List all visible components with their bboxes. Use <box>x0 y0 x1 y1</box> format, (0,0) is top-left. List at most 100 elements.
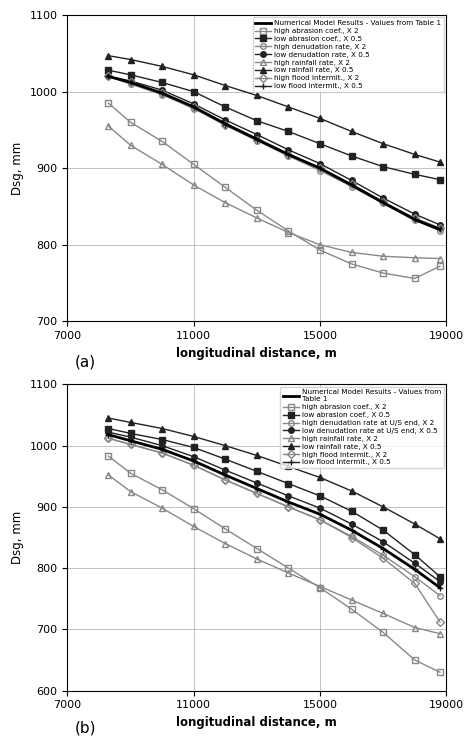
high denudation rate, X 2 <box>437 226 443 235</box>
high flood intermit., X 2 <box>254 135 260 144</box>
high denudation rate, X 2 <box>317 166 323 175</box>
low rainfall rate, X 0.5 <box>380 502 386 511</box>
low denudation rate, X 0.5 <box>349 176 354 185</box>
Numerical Model Results - Values from Table 1 <box>285 150 291 159</box>
low abrasion coef., X 0.5 <box>128 429 133 438</box>
Numerical Model Results - Values from Table 1 <box>128 78 133 87</box>
low flood intermit., X 0.5 <box>437 225 443 234</box>
low denudation rate at U/S end, X 0.5 <box>254 479 260 488</box>
high denudation rate at U/S end, X 2 <box>437 591 443 600</box>
high rainfall rate, X 2 <box>191 181 197 189</box>
high flood intermit., X 2 <box>437 223 443 232</box>
high flood intermit., X 2 <box>159 448 165 457</box>
low abrasion coef., X 0.5 <box>191 443 197 452</box>
high flood intermit., X 2 <box>317 164 323 172</box>
Line: Numerical Model Results - Values from
Table 1: Numerical Model Results - Values from Ta… <box>108 434 440 588</box>
high flood intermit., X 2 <box>222 120 228 129</box>
Line: low rainfall rate, X 0.5: low rainfall rate, X 0.5 <box>105 53 443 165</box>
low rainfall rate, X 0.5 <box>317 473 323 482</box>
high rainfall rate, X 2 <box>128 487 133 496</box>
low denudation rate at U/S end, X 0.5 <box>349 519 354 528</box>
low denudation rate at U/S end, X 0.5 <box>380 537 386 546</box>
low denudation rate at U/S end, X 0.5 <box>105 428 111 437</box>
X-axis label: longitudinal distance, m: longitudinal distance, m <box>177 716 337 729</box>
high rainfall rate, X 2 <box>222 539 228 548</box>
low flood intermit., X 0.5 <box>317 164 323 172</box>
high abrasion coef., X 2 <box>191 160 197 169</box>
high denudation rate, X 2 <box>222 121 228 130</box>
Line: high denudation rate at U/S end, X 2: high denudation rate at U/S end, X 2 <box>105 436 443 599</box>
Numerical Model Results - Values from Table 1 <box>412 215 418 224</box>
Numerical Model Results - Values from
Table 1 <box>317 510 323 519</box>
low denudation rate at U/S end, X 0.5 <box>222 465 228 474</box>
Numerical Model Results - Values from Table 1 <box>317 164 323 172</box>
low rainfall rate, X 0.5 <box>128 55 133 64</box>
low rainfall rate, X 0.5 <box>412 519 418 528</box>
high rainfall rate, X 2 <box>317 240 323 249</box>
high rainfall rate, X 2 <box>437 254 443 263</box>
high flood intermit., X 2 <box>159 89 165 98</box>
low flood intermit., X 0.5 <box>412 215 418 224</box>
high denudation rate at U/S end, X 2 <box>159 448 165 457</box>
high rainfall rate, X 2 <box>254 554 260 563</box>
high flood intermit., X 2 <box>222 476 228 485</box>
high rainfall rate, X 2 <box>254 214 260 223</box>
high rainfall rate, X 2 <box>412 253 418 262</box>
high abrasion coef., X 2 <box>159 137 165 146</box>
high denudation rate at U/S end, X 2 <box>349 532 354 541</box>
low abrasion coef., X 0.5 <box>254 467 260 476</box>
low flood intermit., X 0.5 <box>437 583 443 592</box>
high flood intermit., X 2 <box>191 461 197 470</box>
low denudation rate, X 0.5 <box>105 72 111 81</box>
Numerical Model Results - Values from
Table 1 <box>222 471 228 480</box>
low abrasion coef., X 0.5 <box>254 116 260 125</box>
high rainfall rate, X 2 <box>191 522 197 531</box>
high denudation rate, X 2 <box>159 90 165 99</box>
Line: low flood intermit., X 0.5: low flood intermit., X 0.5 <box>105 431 444 591</box>
low rainfall rate, X 0.5 <box>222 441 228 450</box>
Numerical Model Results - Values from
Table 1 <box>191 457 197 465</box>
high abrasion coef., X 2 <box>105 451 111 460</box>
low flood intermit., X 0.5 <box>222 471 228 480</box>
low rainfall rate, X 0.5 <box>412 150 418 159</box>
high flood intermit., X 2 <box>412 579 418 588</box>
X-axis label: longitudinal distance, m: longitudinal distance, m <box>177 346 337 360</box>
low rainfall rate, X 0.5 <box>128 418 133 427</box>
low rainfall rate, X 0.5 <box>349 486 354 495</box>
low rainfall rate, X 0.5 <box>105 414 111 423</box>
low denudation rate, X 0.5 <box>317 159 323 168</box>
Numerical Model Results - Values from Table 1 <box>159 89 165 98</box>
low flood intermit., X 0.5 <box>285 497 291 506</box>
high rainfall rate, X 2 <box>159 504 165 513</box>
high abrasion coef., X 2 <box>317 583 323 592</box>
low flood intermit., X 0.5 <box>380 544 386 553</box>
low denudation rate, X 0.5 <box>380 194 386 203</box>
Line: low rainfall rate, X 0.5: low rainfall rate, X 0.5 <box>105 415 443 542</box>
high rainfall rate, X 2 <box>317 582 323 591</box>
high rainfall rate, X 2 <box>349 596 354 605</box>
high abrasion coef., X 2 <box>285 226 291 235</box>
low flood intermit., X 0.5 <box>105 72 111 81</box>
low flood intermit., X 0.5 <box>222 120 228 129</box>
high flood intermit., X 2 <box>254 489 260 498</box>
low abrasion coef., X 0.5 <box>412 551 418 559</box>
low rainfall rate, X 0.5 <box>159 424 165 433</box>
high flood intermit., X 2 <box>349 533 354 542</box>
Line: low denudation rate, X 0.5: low denudation rate, X 0.5 <box>105 73 443 228</box>
Line: Numerical Model Results - Values from Table 1: Numerical Model Results - Values from Ta… <box>108 76 440 229</box>
high abrasion coef., X 2 <box>254 206 260 215</box>
high flood intermit., X 2 <box>380 198 386 206</box>
low denudation rate at U/S end, X 0.5 <box>191 452 197 461</box>
low rainfall rate, X 0.5 <box>317 114 323 123</box>
high rainfall rate, X 2 <box>105 471 111 480</box>
low flood intermit., X 0.5 <box>254 484 260 493</box>
high abrasion coef., X 2 <box>437 667 443 676</box>
low abrasion coef., X 0.5 <box>380 162 386 171</box>
Numerical Model Results - Values from
Table 1 <box>437 583 443 592</box>
Numerical Model Results - Values from Table 1 <box>380 198 386 207</box>
low flood intermit., X 0.5 <box>128 437 133 445</box>
Line: low denudation rate at U/S end, X 0.5: low denudation rate at U/S end, X 0.5 <box>105 429 443 585</box>
low denudation rate, X 0.5 <box>254 130 260 139</box>
high abrasion coef., X 2 <box>349 260 354 269</box>
low rainfall rate, X 0.5 <box>191 70 197 79</box>
